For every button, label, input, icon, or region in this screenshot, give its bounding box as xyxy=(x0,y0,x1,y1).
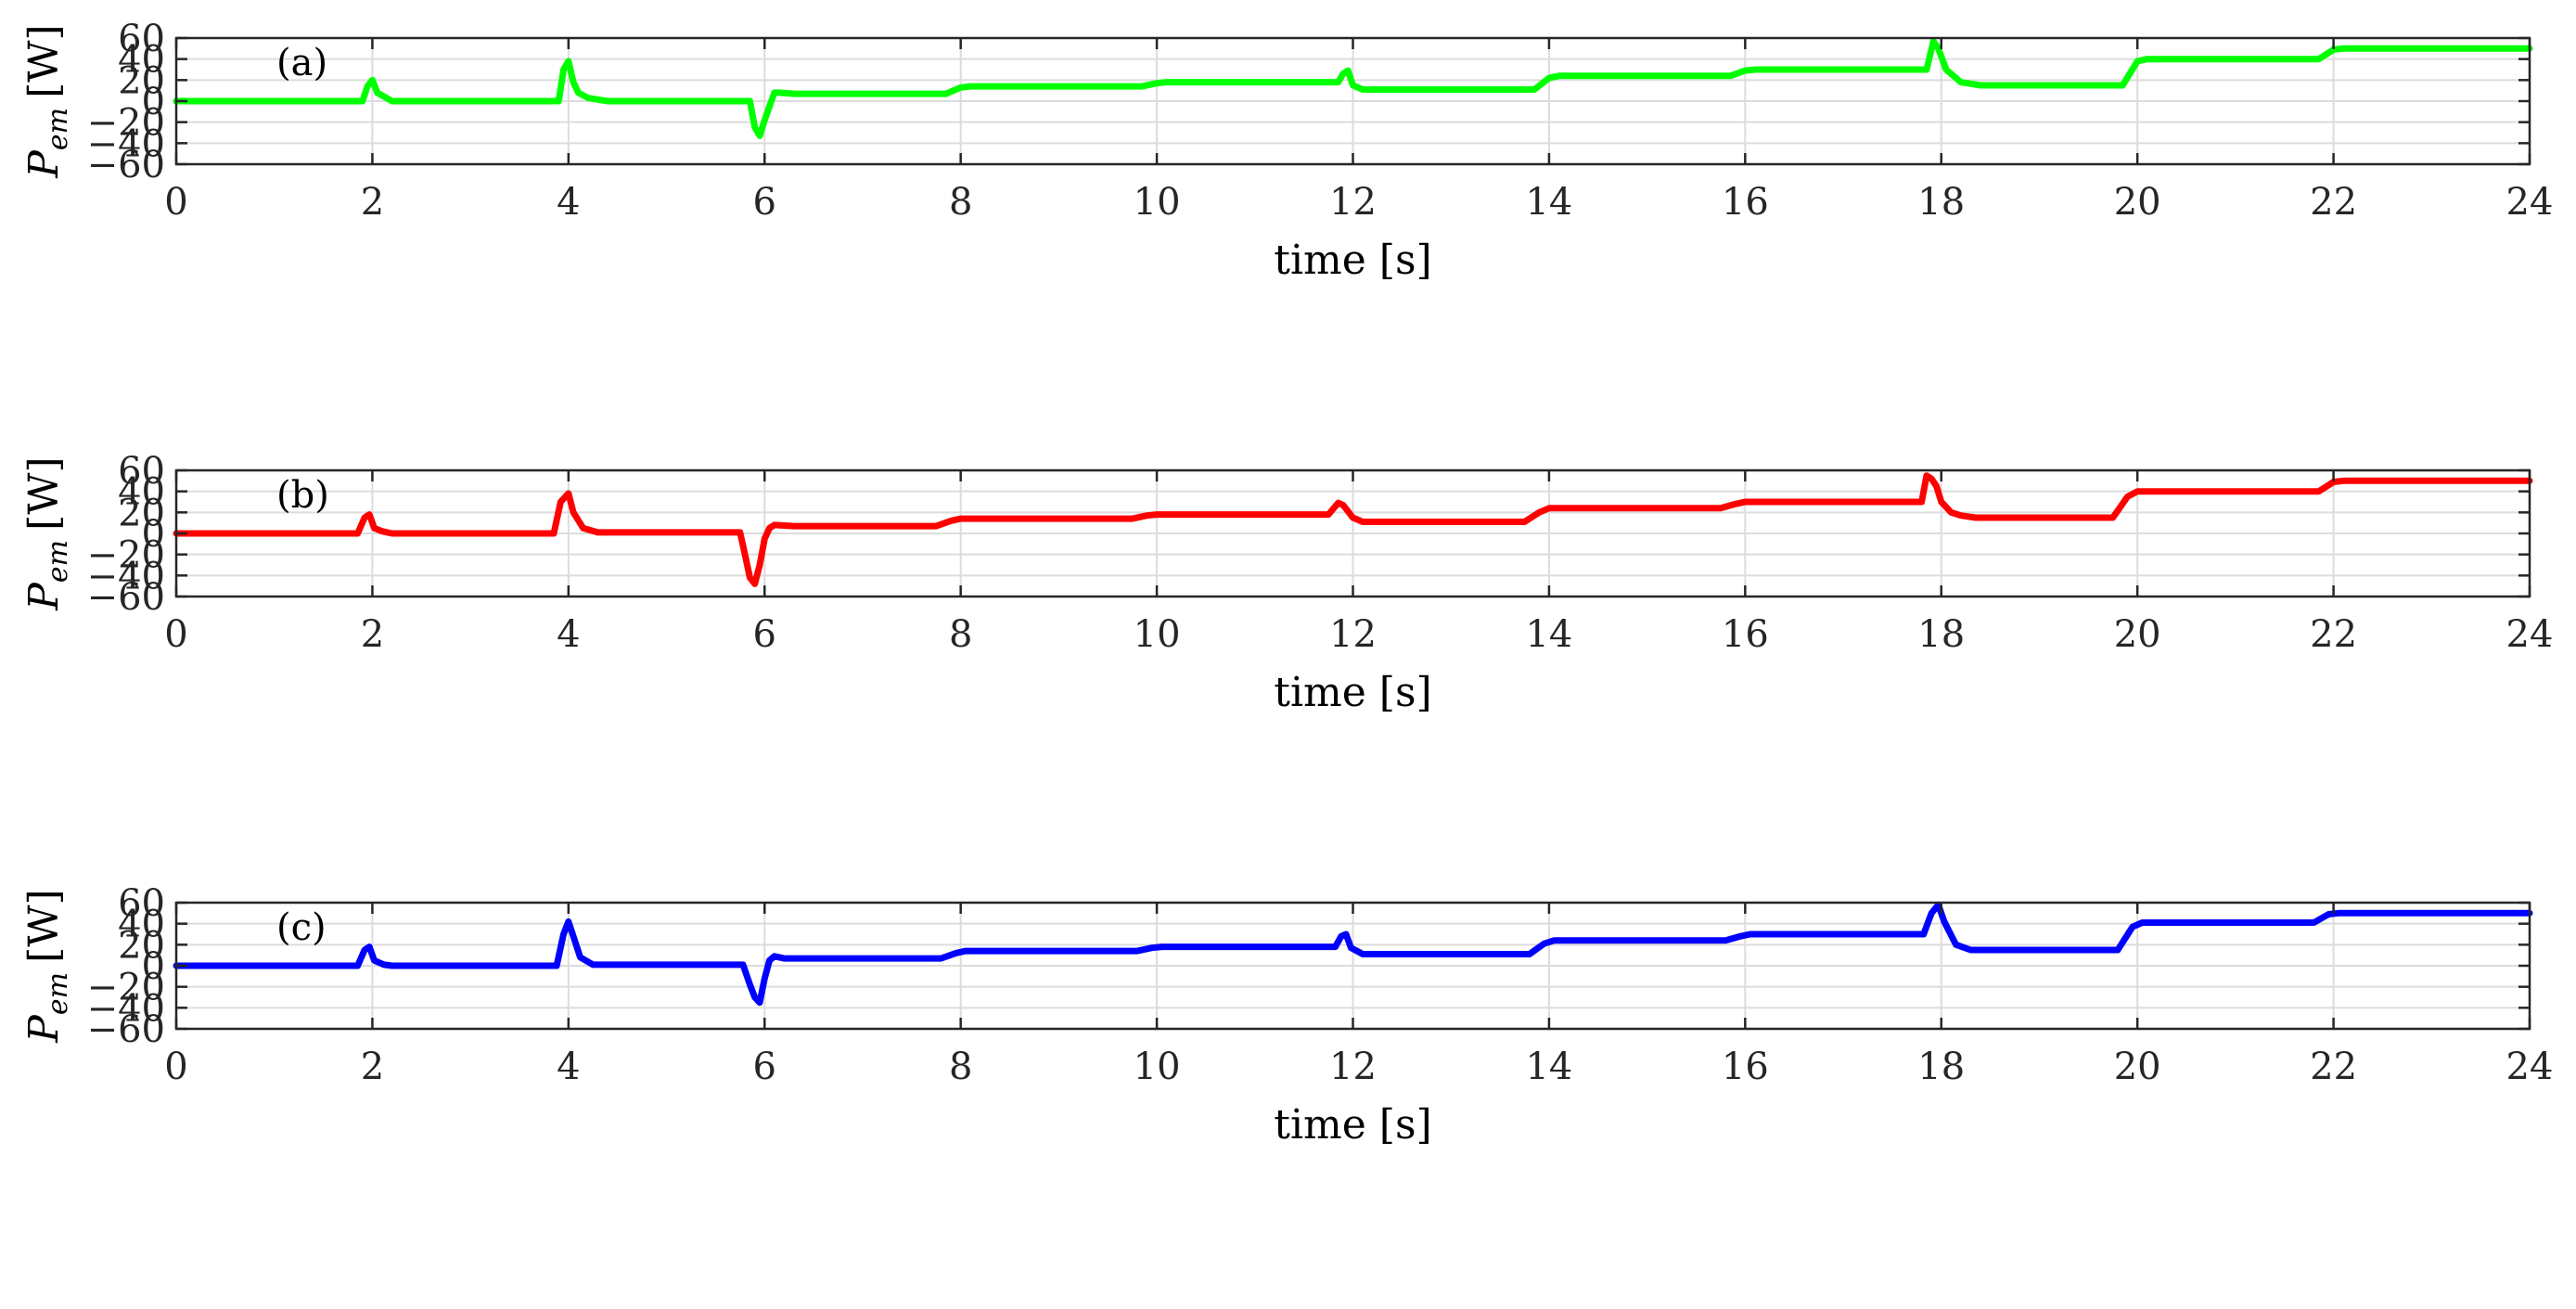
y-tick-label: −60 xyxy=(87,144,165,186)
x-tick-label: 2 xyxy=(361,181,384,224)
x-axis-title: time [s] xyxy=(1274,237,1431,284)
y-axis-title-symbol: P xyxy=(20,582,68,611)
y-axis-title-subscript: em xyxy=(42,540,74,583)
x-tick-label: 22 xyxy=(2310,613,2357,656)
series-line xyxy=(173,901,2533,1007)
y-tick-label: −20 xyxy=(87,102,165,145)
x-tick-label: 18 xyxy=(1917,1046,1965,1088)
y-tick-label: −60 xyxy=(87,576,165,619)
series-line xyxy=(173,37,2533,139)
y-axis-title-unit: [W] xyxy=(20,24,68,98)
x-tick-label: 10 xyxy=(1134,1046,1181,1088)
x-tick-label: 24 xyxy=(2506,181,2554,224)
y-tick-label: −20 xyxy=(87,967,165,1009)
y-tick-label: −40 xyxy=(87,555,165,597)
x-tick-label: 4 xyxy=(557,1046,580,1088)
x-tick-label: 20 xyxy=(2114,613,2161,656)
y-axis-title: Pem [W] xyxy=(20,456,74,610)
x-tick-label: 6 xyxy=(753,613,776,656)
x-tick-label: 8 xyxy=(949,1046,972,1088)
panel-label: (b) xyxy=(276,474,329,517)
y-axis-title: Pem [W] xyxy=(20,24,74,178)
y-tick-label: 40 xyxy=(118,39,165,82)
y-axis-title-symbol: P xyxy=(20,1014,68,1044)
x-tick-label: 6 xyxy=(753,181,776,224)
y-axis-title-subscript: em xyxy=(42,972,74,1015)
y-tick-label: −40 xyxy=(87,987,165,1030)
x-tick-label: 20 xyxy=(2114,1046,2161,1088)
y-tick-label: 0 xyxy=(142,81,165,123)
x-tick-label: 22 xyxy=(2310,181,2357,224)
x-tick-label: 12 xyxy=(1329,613,1377,656)
x-tick-label: 12 xyxy=(1329,181,1377,224)
x-tick-label: 8 xyxy=(949,181,972,224)
x-tick-label: 18 xyxy=(1917,181,1965,224)
x-tick-label: 8 xyxy=(949,613,972,656)
x-tick-label: 18 xyxy=(1917,613,1965,656)
y-tick-label: 20 xyxy=(118,59,165,102)
panel-2: 0 2 4 6 8 10 12 14 16 18 20 22 246040200−20−40−60(b)… xyxy=(20,450,2553,716)
y-tick-label: 20 xyxy=(118,492,165,534)
y-tick-label: 40 xyxy=(118,471,165,514)
y-axis-title-symbol: P xyxy=(20,149,68,179)
panel-label: (a) xyxy=(276,42,327,84)
x-tick-label: 14 xyxy=(1525,181,1572,224)
x-tick-label: 2 xyxy=(361,1046,384,1088)
x-tick-label: 20 xyxy=(2114,181,2161,224)
x-tick-label: 10 xyxy=(1134,613,1181,656)
y-axis-title-unit: [W] xyxy=(20,456,68,531)
x-tick-label: 24 xyxy=(2506,1046,2554,1088)
y-tick-label: 40 xyxy=(118,904,165,946)
series-line xyxy=(173,472,2533,587)
x-tick-label: 14 xyxy=(1525,1046,1572,1088)
y-tick-label: 60 xyxy=(118,18,165,60)
y-tick-label: 60 xyxy=(118,450,165,493)
x-axis-title: time [s] xyxy=(1274,1101,1431,1149)
y-axis-title-subscript: em xyxy=(42,108,74,150)
y-axis-title: Pem [W] xyxy=(20,889,74,1043)
y-tick-label: 20 xyxy=(118,924,165,967)
x-tick-label: 4 xyxy=(557,181,580,224)
x-tick-label: 24 xyxy=(2506,613,2554,656)
y-tick-label: 60 xyxy=(118,882,165,925)
x-tick-label: 12 xyxy=(1329,1046,1377,1088)
x-tick-label: 6 xyxy=(753,1046,776,1088)
x-tick-label: 0 xyxy=(164,181,187,224)
y-tick-label: −60 xyxy=(87,1008,165,1051)
x-tick-label: 4 xyxy=(557,613,580,656)
x-tick-label: 16 xyxy=(1722,1046,1769,1088)
y-tick-label: −20 xyxy=(87,534,165,577)
y-tick-label: 0 xyxy=(142,513,165,556)
panel-3: 0 2 4 6 8 10 12 14 16 18 20 22 246040200−20−40−60(c)… xyxy=(20,882,2553,1149)
x-tick-label: 0 xyxy=(164,613,187,656)
x-tick-label: 14 xyxy=(1525,613,1572,656)
x-tick-label: 16 xyxy=(1722,613,1769,656)
x-tick-label: 22 xyxy=(2310,1046,2357,1088)
x-tick-label: 2 xyxy=(361,613,384,656)
x-tick-label: 16 xyxy=(1722,181,1769,224)
x-axis-title: time [s] xyxy=(1274,669,1431,716)
panels: 0 2 4 6 8 10 12 14 16 18 20 22 246040200−20−40−60(a)… xyxy=(20,18,2553,1149)
x-tick-label: 0 xyxy=(164,1046,187,1088)
y-tick-label: −40 xyxy=(87,122,165,165)
panel-1: 0 2 4 6 8 10 12 14 16 18 20 22 246040200−20−40−60(a)… xyxy=(20,18,2553,284)
x-tick-label: 10 xyxy=(1134,181,1181,224)
y-axis-title-unit: [W] xyxy=(20,889,68,963)
panel-label: (c) xyxy=(276,906,327,949)
y-tick-label: 0 xyxy=(142,945,165,988)
